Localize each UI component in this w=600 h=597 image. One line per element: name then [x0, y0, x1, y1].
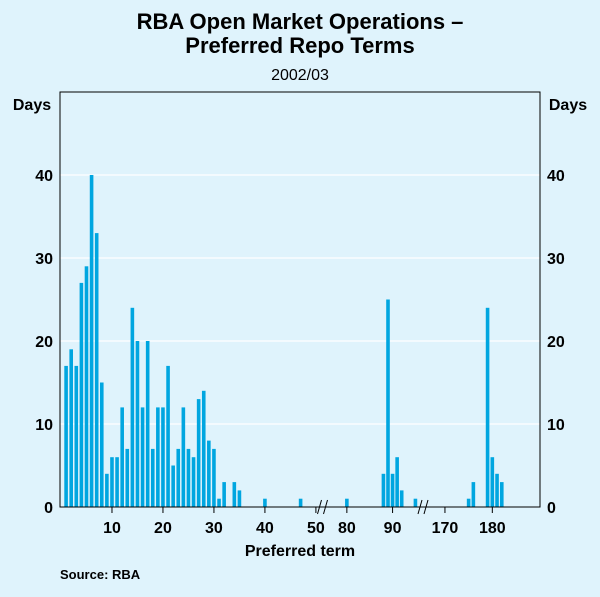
- x-tick-label: 180: [479, 520, 506, 537]
- bar: [125, 448, 130, 507]
- bar: [466, 498, 471, 507]
- bar: [499, 482, 504, 507]
- plot-frame: [59, 91, 541, 508]
- bar: [176, 448, 181, 507]
- x-tick-label: 90: [384, 520, 402, 537]
- y-tick-label-left: 10: [35, 417, 53, 434]
- bar: [99, 382, 104, 507]
- bar: [94, 233, 99, 507]
- bar: [181, 407, 186, 507]
- bar: [298, 498, 303, 507]
- bar: [196, 399, 201, 507]
- y-axis-label-left: Days: [13, 97, 51, 114]
- bar: [89, 175, 94, 507]
- y-tick-label-right: 0: [547, 500, 556, 517]
- bar: [485, 307, 490, 507]
- bar: [166, 365, 170, 507]
- gridlines: [60, 174, 540, 425]
- chart-title-line-2: Preferred Repo Terms: [185, 33, 414, 58]
- bar: [105, 473, 109, 507]
- y-tick-label-right: 30: [547, 251, 565, 268]
- x-tick-label: 30: [205, 520, 223, 537]
- y-tick-label-left: 0: [44, 500, 53, 517]
- bar: [381, 473, 386, 507]
- bar: [232, 482, 237, 507]
- bar: [145, 341, 150, 507]
- bar: [345, 498, 349, 507]
- x-tick-label: 20: [154, 520, 172, 537]
- bar: [171, 465, 175, 507]
- y-tick-label-right: 40: [547, 168, 565, 185]
- bar: [110, 457, 114, 507]
- source-note: Source: RBA: [60, 567, 141, 582]
- bar: [186, 448, 191, 507]
- bar: [84, 266, 89, 507]
- y-tick-label-left: 20: [35, 334, 53, 351]
- bar: [191, 457, 196, 507]
- x-ticks: 10 20 30 40 50 80 90 170 180: [103, 507, 506, 537]
- y-axis-label-right: Days: [549, 97, 587, 114]
- bar: [150, 448, 155, 507]
- y-tick-labels-left: 0 10 20 30 40: [35, 168, 53, 517]
- bar: [130, 307, 135, 507]
- x-tick-label: 170: [432, 520, 459, 537]
- bar: [263, 498, 267, 507]
- y-tick-label-left: 40: [35, 168, 53, 185]
- bar: [386, 299, 390, 507]
- x-tick-label: 80: [338, 520, 356, 537]
- bar: [212, 448, 216, 507]
- bar: [237, 490, 242, 507]
- x-tick-label: 40: [256, 520, 274, 537]
- bar: [64, 365, 68, 507]
- bar: [495, 473, 499, 507]
- bar: [156, 407, 160, 507]
- bar: [69, 349, 73, 507]
- y-tick-label-left: 30: [35, 251, 53, 268]
- bars-group: [64, 175, 504, 507]
- bar: [161, 407, 165, 507]
- bar: [115, 457, 119, 507]
- bar: [395, 457, 399, 507]
- chart-subtitle: 2002/03: [271, 67, 329, 84]
- bar: [79, 282, 84, 507]
- bar: [490, 457, 495, 507]
- bar: [207, 440, 211, 507]
- bar: [135, 341, 140, 507]
- bar: [217, 498, 221, 507]
- bar: [120, 407, 124, 507]
- bar: [201, 390, 206, 507]
- bar: [140, 407, 145, 507]
- x-tick-label: 10: [103, 520, 121, 537]
- bar: [222, 482, 226, 507]
- bar: [471, 482, 476, 507]
- bar: [399, 490, 404, 507]
- bar: [74, 365, 79, 507]
- bar: [390, 473, 395, 507]
- y-tick-label-right: 20: [547, 334, 565, 351]
- bar: [413, 498, 418, 507]
- x-axis-label: Preferred term: [245, 543, 355, 560]
- chart-title-line-1: RBA Open Market Operations –: [137, 9, 464, 34]
- x-tick-label: 50: [307, 520, 325, 537]
- y-tick-label-right: 10: [547, 417, 565, 434]
- y-tick-labels-right: 0 10 20 30 40: [547, 168, 565, 517]
